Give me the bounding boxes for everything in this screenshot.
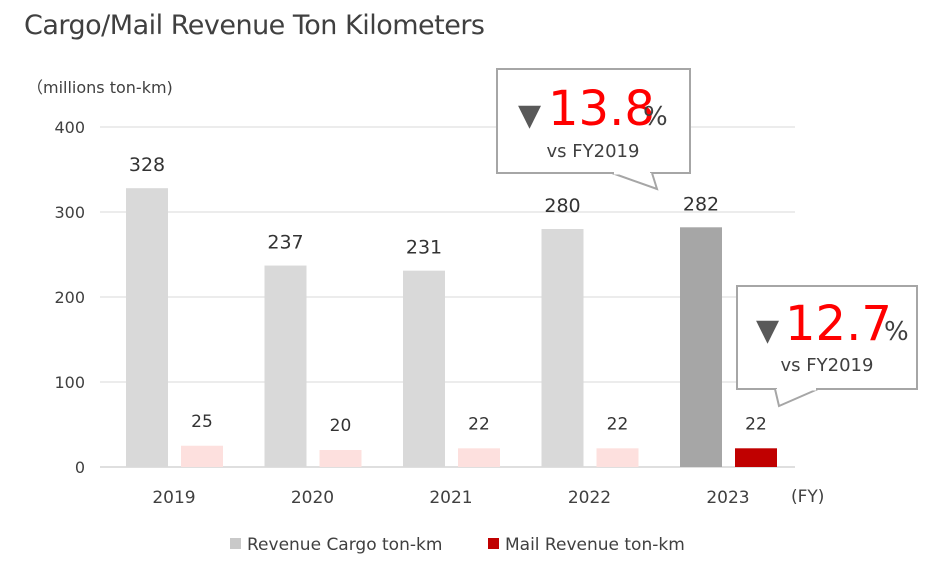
legend-swatch-cargo [230,538,241,549]
cargo-data-label: 280 [544,195,580,217]
mail-data-label: 22 [468,414,490,434]
y-tick-label: 100 [54,373,85,392]
mail-data-label: 20 [330,416,352,436]
cargo-data-label: 328 [129,154,165,176]
legend-label-cargo: Revenue Cargo ton-km [247,535,442,555]
mail-bar [181,445,223,467]
x-tick-label: 2019 [152,488,195,508]
callout-value: 12.7 [785,296,892,352]
y-tick-label: 200 [54,288,85,307]
cargo-data-label: 282 [683,193,719,215]
callout-value: 13.8 [548,81,655,137]
callout-unit: % [643,102,668,132]
cargo-data-label: 237 [267,232,303,254]
mail-data-label: 25 [191,412,213,432]
legend-swatch-mail [488,538,499,549]
cargo-bar [680,227,722,467]
x-tick-label: 2021 [429,488,472,508]
x-tick-label: 2020 [291,488,334,508]
callout-subtext: vs FY2019 [781,355,874,376]
x-tick-label: 2023 [706,488,749,508]
chart-title: Cargo/Mail Revenue Ton Kilometers [24,10,485,41]
mail-data-label: 22 [607,414,629,434]
callout-tail [774,388,819,408]
down-arrow-icon: ▼ [756,313,779,348]
cargo-bar [264,265,307,467]
y-tick-label: 0 [75,458,85,477]
callout-box [736,285,918,390]
x-axis-unit-label: (FY) [791,487,824,507]
mail-bar [458,448,500,467]
legend-label-mail: Mail Revenue ton-km [505,535,685,555]
y-axis-unit-label: （millions ton-km) [27,78,173,97]
cargo-data-label: 231 [406,237,442,259]
callout-subtext: vs FY2019 [547,141,640,162]
callout-unit: % [884,317,909,347]
mail-bar [735,448,777,467]
y-tick-label: 400 [54,118,85,137]
callout-box [496,68,691,174]
cargo-bar [403,270,445,467]
callout-tail [611,172,659,191]
mail-bar [596,448,639,467]
y-tick-label: 300 [54,203,85,222]
cargo-bar [126,188,168,467]
cargo-bar [541,229,584,467]
down-arrow-icon: ▼ [518,98,541,133]
mail-bar [319,450,362,467]
mail-data-label: 22 [745,414,767,434]
x-tick-label: 2022 [568,488,611,508]
